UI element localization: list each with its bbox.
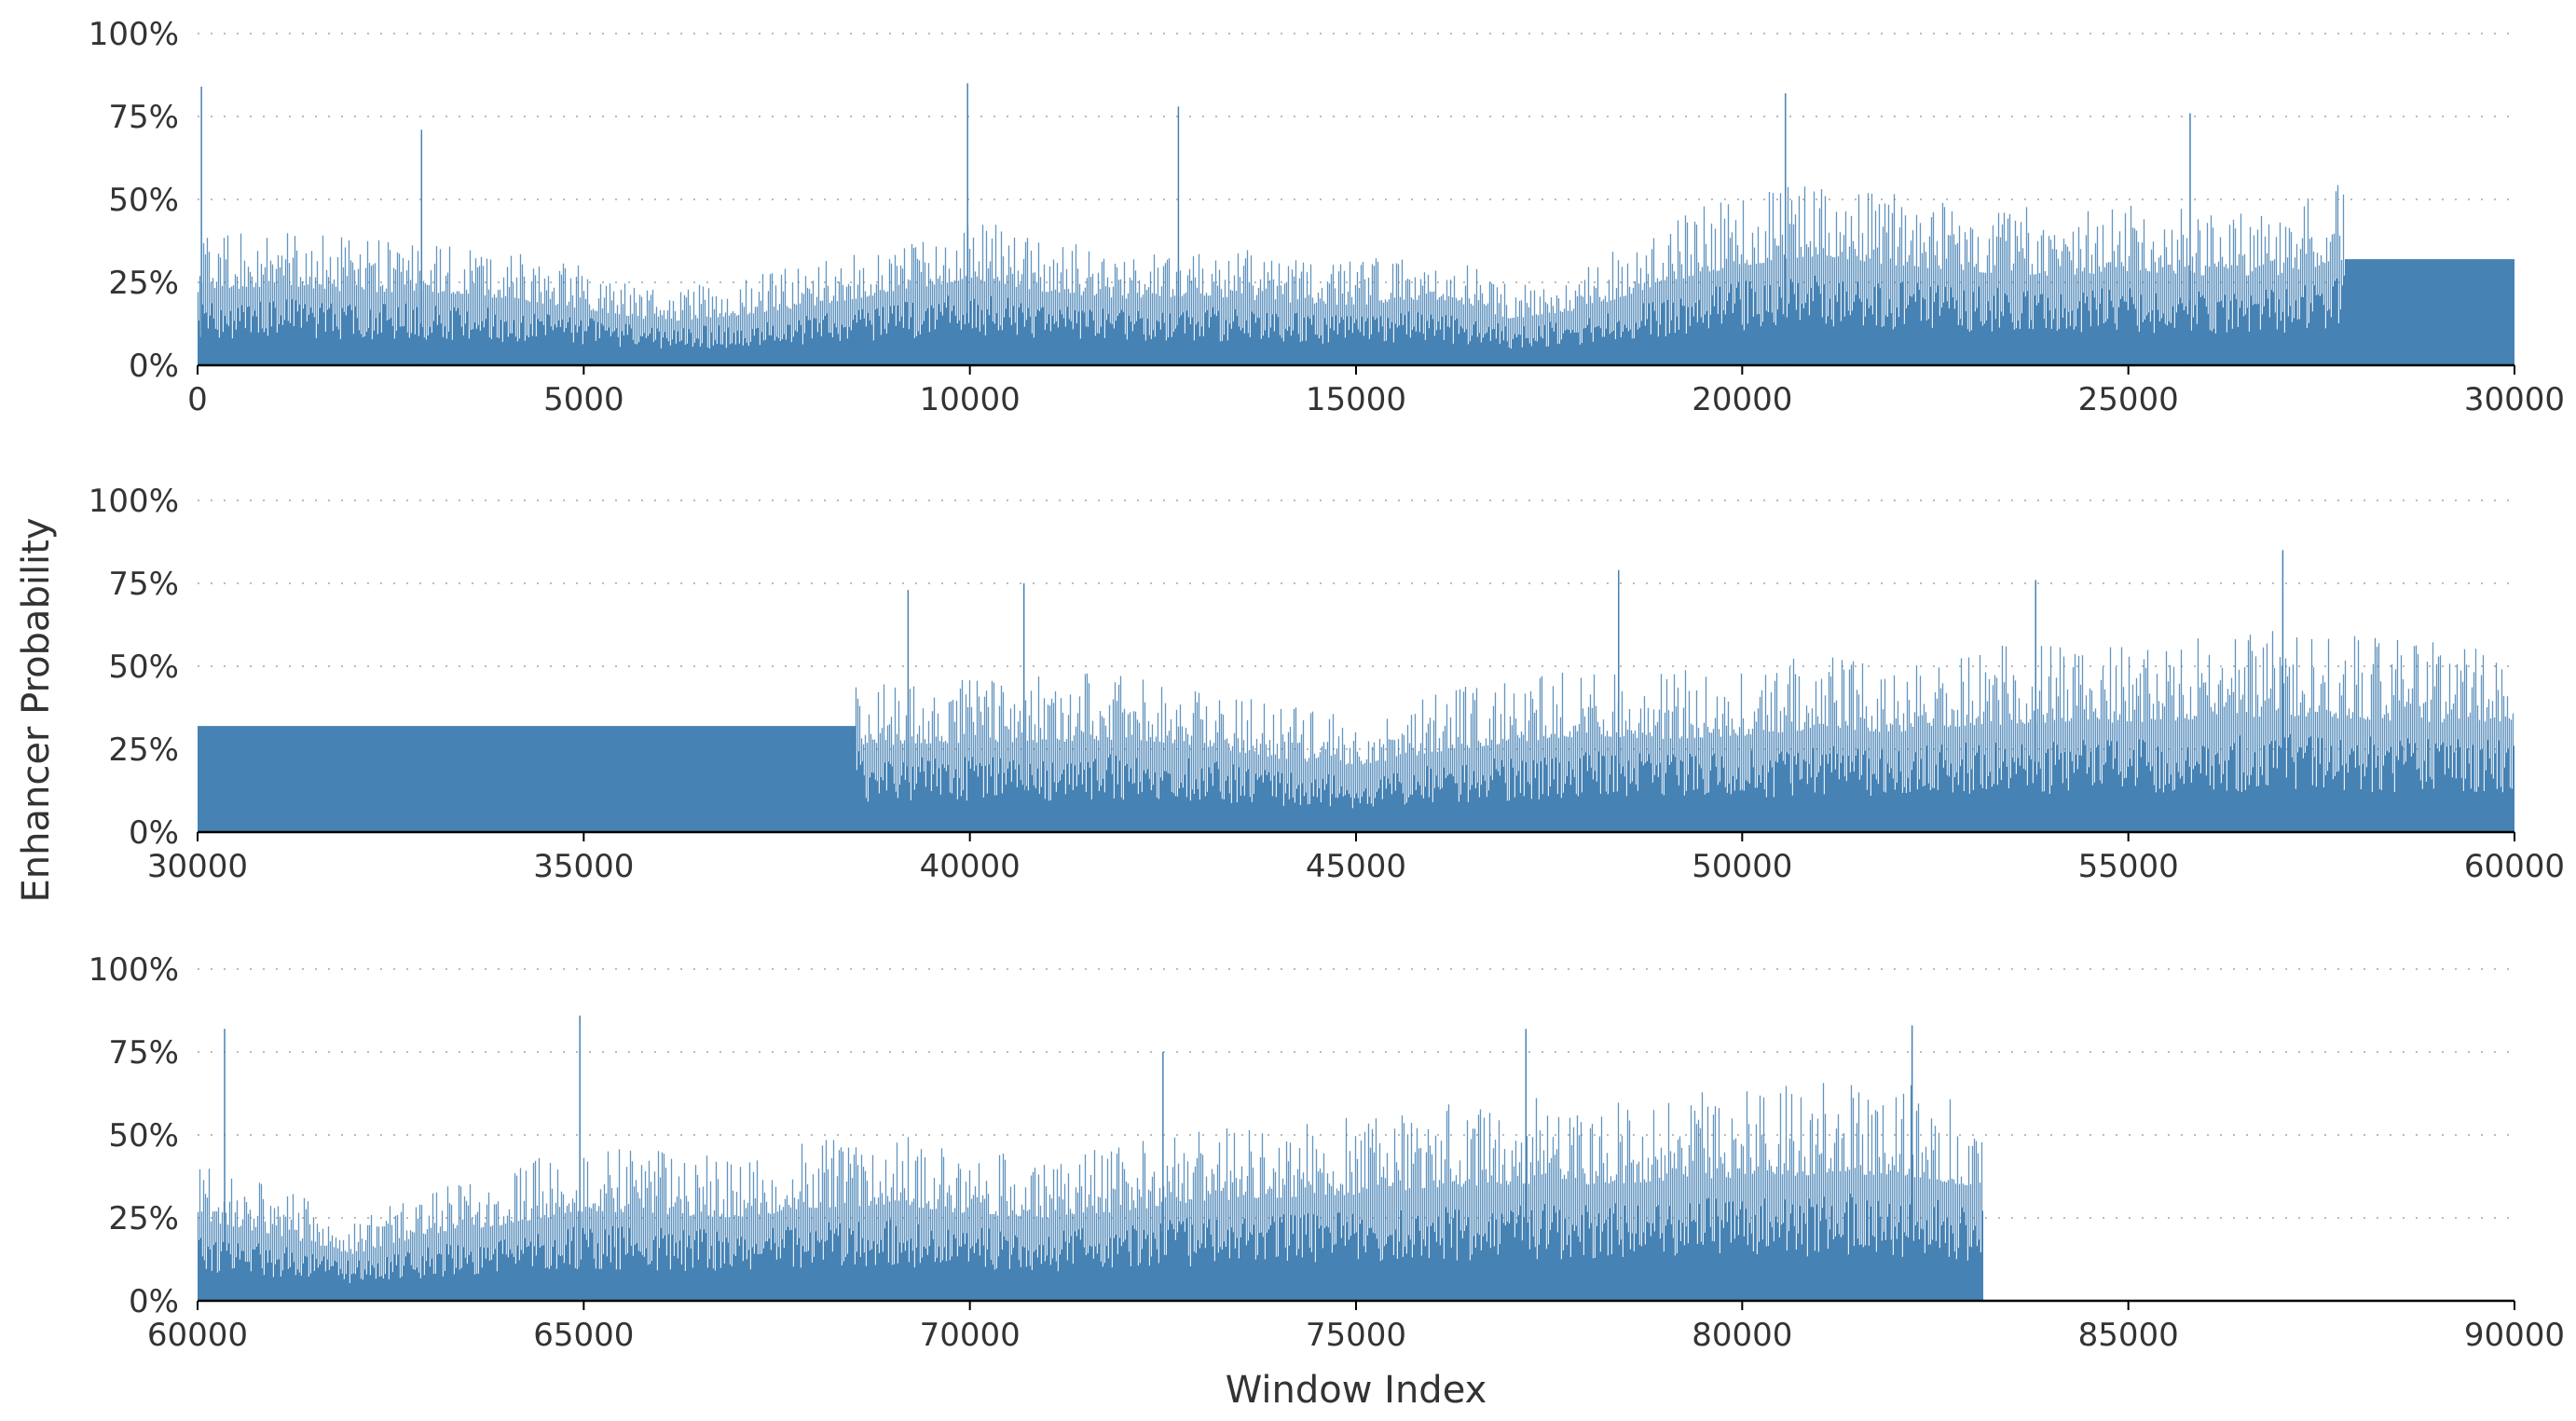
- x-tick-label: 85000: [2078, 1317, 2179, 1354]
- bar-series-spikes: [197, 184, 2345, 349]
- panel-1: 0% 25% 50% 75% 100% 0 5000 10000 15000 20000 25000…: [89, 16, 2565, 418]
- x-tick-label: 35000: [533, 848, 634, 885]
- y-tick-label: 0%: [129, 348, 179, 385]
- y-tick-label: 0%: [129, 814, 179, 852]
- x-tick-label: 65000: [533, 1317, 634, 1354]
- y-tick-label: 50%: [108, 649, 179, 686]
- x-tick-label: 10000: [920, 381, 1021, 418]
- y-tick-label: 25%: [108, 265, 179, 302]
- x-tick-label: 25000: [2078, 381, 2179, 418]
- bar-series-body: [198, 1194, 1983, 1301]
- y-tick-label: 75%: [108, 1034, 179, 1072]
- y-tick-label: 100%: [89, 16, 179, 53]
- y-tick-label: 25%: [108, 1200, 179, 1237]
- bar-series-spikes: [855, 631, 2514, 809]
- y-tick-label: 25%: [108, 731, 179, 769]
- x-tick-label: 60000: [2464, 848, 2565, 885]
- x-tick-label: 40000: [920, 848, 1021, 885]
- x-tick-label: 50000: [1692, 848, 1792, 885]
- y-axis-label: Enhancer Probability: [15, 517, 58, 902]
- x-tick-label: 5000: [543, 381, 624, 418]
- y-tick-label: 75%: [108, 566, 179, 603]
- bar-series-body: [198, 726, 2514, 832]
- panel-3: 0% 25% 50% 75% 100% 60000 65000 70000 75000 80000…: [89, 951, 2565, 1354]
- x-tick-label: 60000: [147, 1317, 248, 1354]
- x-tick-label: 30000: [2464, 381, 2565, 418]
- x-tick-label: 80000: [1692, 1317, 1792, 1354]
- x-tick-label: 55000: [2078, 848, 2179, 885]
- x-tick-label: 75000: [1306, 1317, 1406, 1354]
- x-tick-label: 15000: [1306, 381, 1406, 418]
- y-tick-label: 50%: [108, 182, 179, 219]
- y-tick-label: 50%: [108, 1117, 179, 1155]
- bar-series-body: [198, 259, 2514, 365]
- x-tick-label: 30000: [147, 848, 248, 885]
- x-tick-label: 0: [187, 381, 208, 418]
- y-tick-label: 100%: [89, 951, 179, 989]
- x-tick-label: 20000: [1692, 381, 1792, 418]
- x-axis-label: Window Index: [1226, 1369, 1487, 1412]
- y-tick-label: 0%: [129, 1283, 179, 1320]
- panel-2: 0% 25% 50% 75% 100% 30000 35000 40000 45000 50000…: [89, 483, 2565, 885]
- x-tick-label: 90000: [2464, 1317, 2565, 1354]
- y-tick-label: 75%: [108, 99, 179, 136]
- x-tick-label: 70000: [920, 1317, 1021, 1354]
- bar-series-spikes: [197, 1083, 1983, 1283]
- y-tick-label: 100%: [89, 483, 179, 520]
- x-tick-label: 45000: [1306, 848, 1406, 885]
